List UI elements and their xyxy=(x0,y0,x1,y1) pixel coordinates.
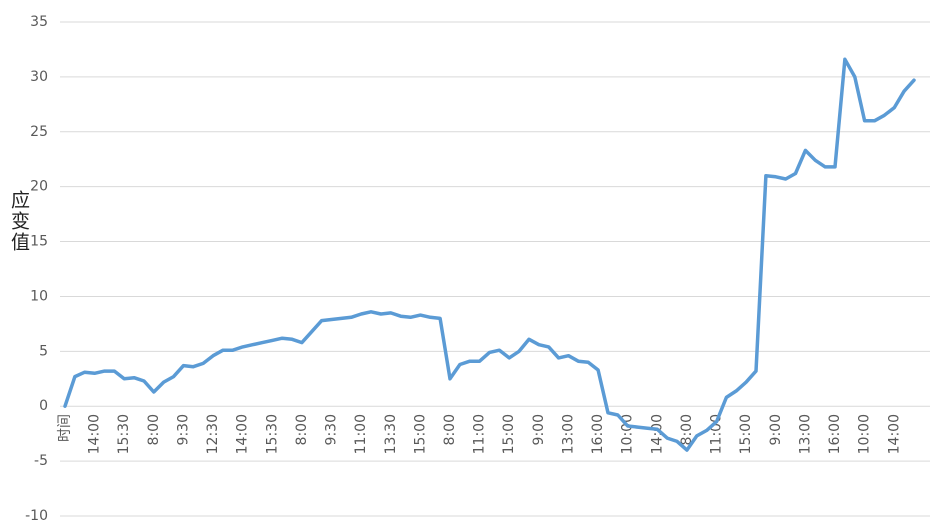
x-tick-label: 15:00 xyxy=(412,414,428,454)
x-tick-label: 14:00 xyxy=(886,414,902,454)
y-tick-label: 30 xyxy=(30,69,48,85)
x-tick-label: 16:00 xyxy=(590,414,606,454)
x-tick-label: 9:00 xyxy=(531,414,547,445)
x-tick-label: 8:00 xyxy=(442,414,458,445)
x-tick-label: 8:00 xyxy=(294,414,310,445)
y-tick-label: 35 xyxy=(30,14,48,30)
y-tick-label: -5 xyxy=(34,453,48,469)
x-tick-label: 14:00 xyxy=(87,414,103,454)
x-tick-label: 14:00 xyxy=(649,414,665,454)
x-tick-label: 10:00 xyxy=(857,414,873,454)
x-tick-label: 15:30 xyxy=(264,414,280,454)
y-tick-label: 5 xyxy=(39,343,48,359)
x-tick-label: 15:30 xyxy=(116,414,132,454)
x-tick-label: 9:00 xyxy=(768,414,784,445)
x-tick-label: 11:00 xyxy=(472,414,488,454)
x-tick-label: 时间 xyxy=(57,414,73,442)
y-tick-label: -10 xyxy=(25,508,48,524)
y-tick-label: 25 xyxy=(30,124,48,140)
line-series xyxy=(63,57,916,452)
x-tick-label: 9:30 xyxy=(175,414,191,445)
x-tick-label: 15:00 xyxy=(738,414,754,454)
x-tick-label: 16:00 xyxy=(827,414,843,454)
y-axis-label: 应变值 xyxy=(8,190,30,253)
x-tick-label: 13:00 xyxy=(560,414,576,454)
y-tick-label: 15 xyxy=(30,234,48,250)
x-tick-label: 14:00 xyxy=(235,414,251,454)
x-tick-label: 11:00 xyxy=(353,414,369,454)
x-tick-label: 13:00 xyxy=(797,414,813,454)
y-tick-label: 20 xyxy=(30,179,48,195)
y-tick-label: 0 xyxy=(39,398,48,414)
x-tick-label: 9:30 xyxy=(324,414,340,445)
y-tick-label: 10 xyxy=(30,288,48,304)
x-tick-label: 15:00 xyxy=(501,414,517,454)
x-tick-label: 13:30 xyxy=(383,414,399,454)
x-tick-label: 8:00 xyxy=(146,414,162,445)
x-tick-label: 8:00 xyxy=(679,414,695,445)
x-tick-label: 12:30 xyxy=(205,414,221,454)
